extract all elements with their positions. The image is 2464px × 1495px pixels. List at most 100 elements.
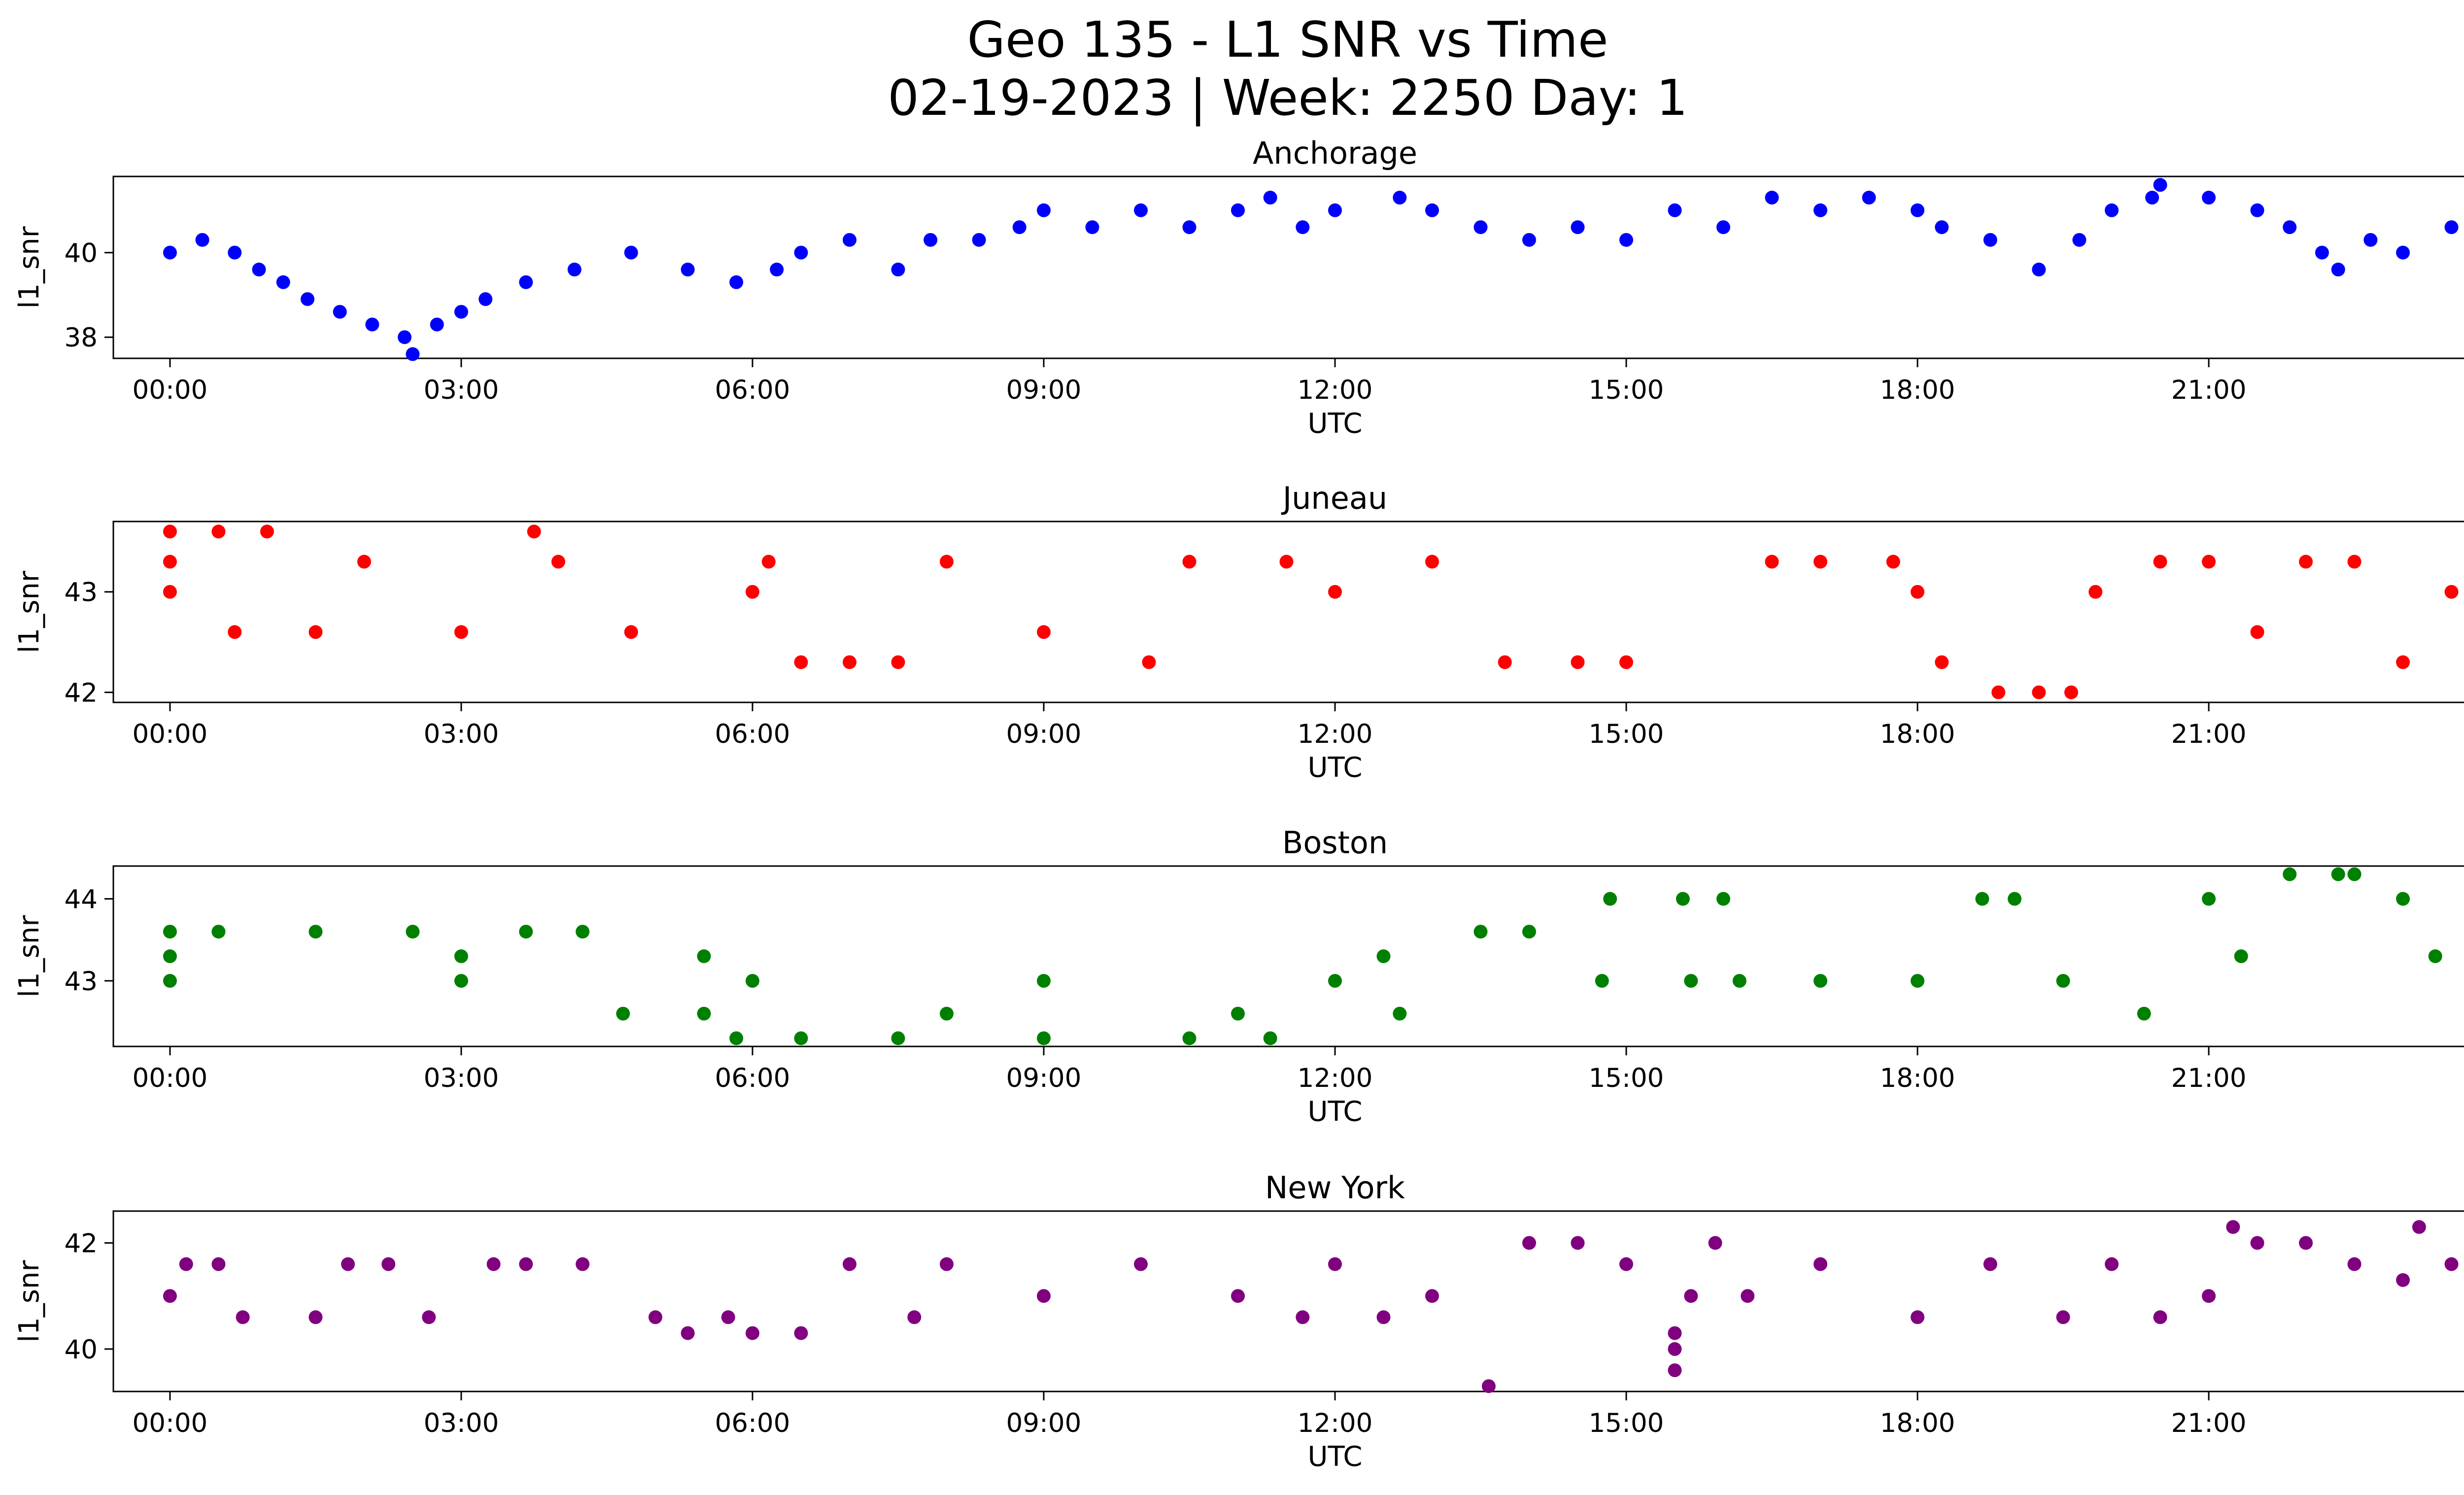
anchorage-point [1182,220,1197,234]
anchorage-point [1814,203,1828,217]
anchorage-point [252,262,266,277]
anchorage-point [365,317,379,332]
boston-point [1376,949,1391,963]
anchorage-point [1231,203,1245,217]
new-york-x-tick-label: 09:00 [1006,1408,1082,1438]
boston-point [1684,973,1698,988]
boston-point [697,949,711,963]
anchorage-y-tick-label: 38 [65,323,98,353]
juneau-point [2032,685,2046,699]
boston-point [616,1007,630,1021]
anchorage-point [2283,220,2297,234]
boston-point [1263,1031,1277,1045]
anchorage-point [2331,262,2345,277]
boston-point [729,1031,744,1045]
juneau-point [761,555,776,569]
new-york-x-tick-label: 12:00 [1298,1408,1373,1438]
juneau-point [163,555,177,569]
anchorage-point [624,245,638,260]
anchorage-point [729,275,744,289]
juneau-x-tick-label: 09:00 [1006,719,1082,749]
anchorage-point [430,317,444,332]
juneau-point [308,625,323,639]
anchorage-x-tick-label: 18:00 [1880,375,1955,405]
juneau-point [163,524,177,539]
juneau-point [1911,585,1925,599]
new-york-point [381,1257,396,1271]
new-york-point [236,1310,250,1324]
new-york-point [2226,1220,2240,1234]
boston-x-tick-label: 00:00 [2463,1063,2464,1093]
anchorage-x-tick-label: 03:00 [424,375,499,405]
juneau-point [2153,555,2167,569]
new-york-point [1036,1289,1051,1303]
boston-point [1036,1031,1051,1045]
anchorage-point [2444,220,2459,234]
juneau-point [1886,555,1900,569]
juneau-point [745,585,759,599]
anchorage-point [2202,190,2216,205]
new-york-x-axis-label: UTC [1307,1441,1362,1473]
boston-point [697,1007,711,1021]
anchorage-panel: Anchorage 00:00 03:00 06:00 09:00 12:00 15:00 1… [13,135,2464,440]
boston-y-tick-label: 44 [65,885,98,915]
anchorage-point [163,245,177,260]
new-york-point [1376,1310,1391,1324]
boston-point [1732,973,1746,988]
juneau-y-axis-label: l1_snr [13,570,45,653]
new-york-point [1522,1236,1537,1250]
boston-x-tick-label: 00:00 [133,1063,208,1093]
juneau-title: Juneau [1281,480,1387,516]
anchorage-point [1619,233,1634,247]
new-york-point [2202,1289,2216,1303]
boston-point [163,949,177,963]
new-york-point [1708,1236,1722,1250]
anchorage-point [1571,220,1585,234]
juneau-y-tick-label: 42 [65,678,98,708]
boston-x-tick-label: 15:00 [1589,1063,1664,1093]
anchorage-point [1668,203,1682,217]
new-york-x-tick-label: 06:00 [715,1408,790,1438]
anchorage-point [1085,220,1099,234]
new-york-point [163,1289,177,1303]
new-york-point [179,1257,193,1271]
anchorage-x-tick-label: 21:00 [2171,375,2247,405]
boston-point [1595,973,1609,988]
anchorage-point [1263,190,1277,205]
juneau-series [163,524,2459,699]
juneau-x-tick-label: 06:00 [715,719,790,749]
boston-point [576,925,590,939]
juneau-point [551,555,565,569]
new-york-panel: New York 00:00 03:00 06:00 09:00 12:00 15:00 18… [13,1170,2464,1473]
boston-x-tick-label: 09:00 [1006,1063,1082,1093]
anchorage-x-axis-label: UTC [1307,408,1362,440]
anchorage-x-tick-label: 12:00 [1298,375,1373,405]
anchorage-point [1328,203,1342,217]
new-york-y-tick-label: 40 [65,1335,98,1365]
figure-title-line-1: Geo 135 - L1 SNR vs Time [967,11,1608,69]
anchorage-point [1036,203,1051,217]
boston-point [2202,892,2216,906]
boston-point [519,925,533,939]
boston-point [1814,973,1828,988]
anchorage-x-tick-label: 00:00 [2463,375,2464,405]
juneau-point [1498,655,1512,669]
anchorage-point [2145,190,2159,205]
boston-point [1603,892,1617,906]
anchorage-point [1983,233,1997,247]
boston-x-tick-label: 18:00 [1880,1063,1955,1093]
anchorage-point [2153,178,2167,192]
boston-point [939,1007,954,1021]
boston-point [308,925,323,939]
juneau-point [211,524,226,539]
juneau-point [357,555,371,569]
new-york-point [1668,1363,1682,1377]
new-york-series [163,1220,2459,1393]
new-york-x-tick-label: 18:00 [1880,1408,1955,1438]
boston-x-tick-label: 06:00 [715,1063,790,1093]
anchorage-point [479,292,493,306]
anchorage-point [1425,203,1439,217]
anchorage-point [333,305,347,319]
juneau-point [624,625,638,639]
boston-point [406,925,420,939]
